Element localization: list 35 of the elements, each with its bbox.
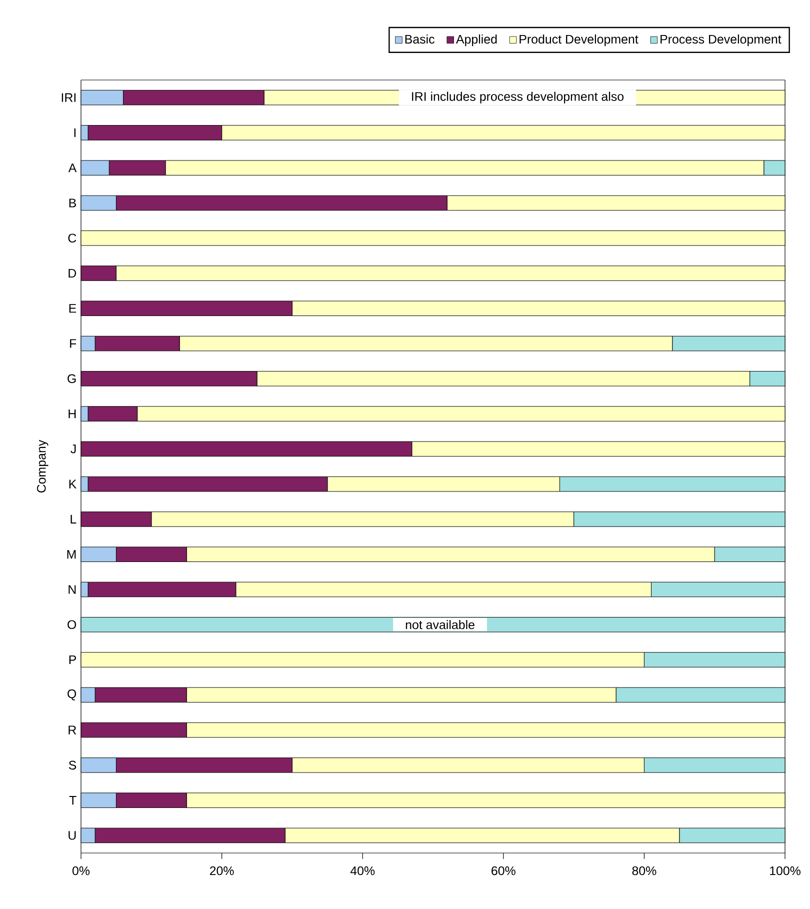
- y-tick-label: R: [68, 726, 76, 734]
- legend-label: Applied: [456, 34, 497, 46]
- y-axis-title: Company: [36, 440, 48, 493]
- legend-label: Process Development: [660, 34, 782, 46]
- y-tick-label: J: [70, 444, 76, 454]
- y-tick-label: C: [68, 234, 76, 243]
- y-tick-label: G: [68, 374, 76, 384]
- y-tick-label: H: [68, 410, 76, 418]
- x-tick-label: 20%: [210, 866, 234, 876]
- y-tick-label: P: [69, 655, 76, 664]
- annotation: not available: [406, 620, 474, 630]
- x-tick-label: 80%: [632, 866, 656, 876]
- x-tick-label: 100%: [770, 866, 800, 876]
- y-tick-label: U: [68, 831, 76, 840]
- y-tick-label: T: [69, 796, 76, 805]
- x-tick-label: 60%: [492, 866, 516, 876]
- y-tick-label: F: [70, 339, 76, 348]
- legend-label: Product Development: [520, 34, 638, 46]
- y-tick-label: S: [68, 760, 76, 770]
- y-tick-label: IRI: [62, 93, 76, 102]
- x-tick-label: 0%: [72, 866, 90, 876]
- y-tick-label: K: [69, 480, 77, 488]
- y-tick-label: N: [68, 585, 76, 594]
- y-tick-label: O: [68, 620, 76, 630]
- y-tick-label: A: [68, 164, 77, 172]
- y-tick-label: M: [67, 550, 76, 559]
- y-tick-label: Q: [68, 689, 76, 700]
- legend-label: Basic: [405, 34, 434, 44]
- y-tick-label: L: [70, 514, 76, 524]
- y-tick-label: B: [69, 198, 76, 208]
- x-tick-label: 40%: [350, 866, 375, 876]
- y-tick-label: E: [69, 304, 76, 313]
- y-tick-label: D: [68, 268, 76, 278]
- annotation: IRI includes process development also: [412, 92, 624, 104]
- y-tick-label: I: [74, 128, 76, 137]
